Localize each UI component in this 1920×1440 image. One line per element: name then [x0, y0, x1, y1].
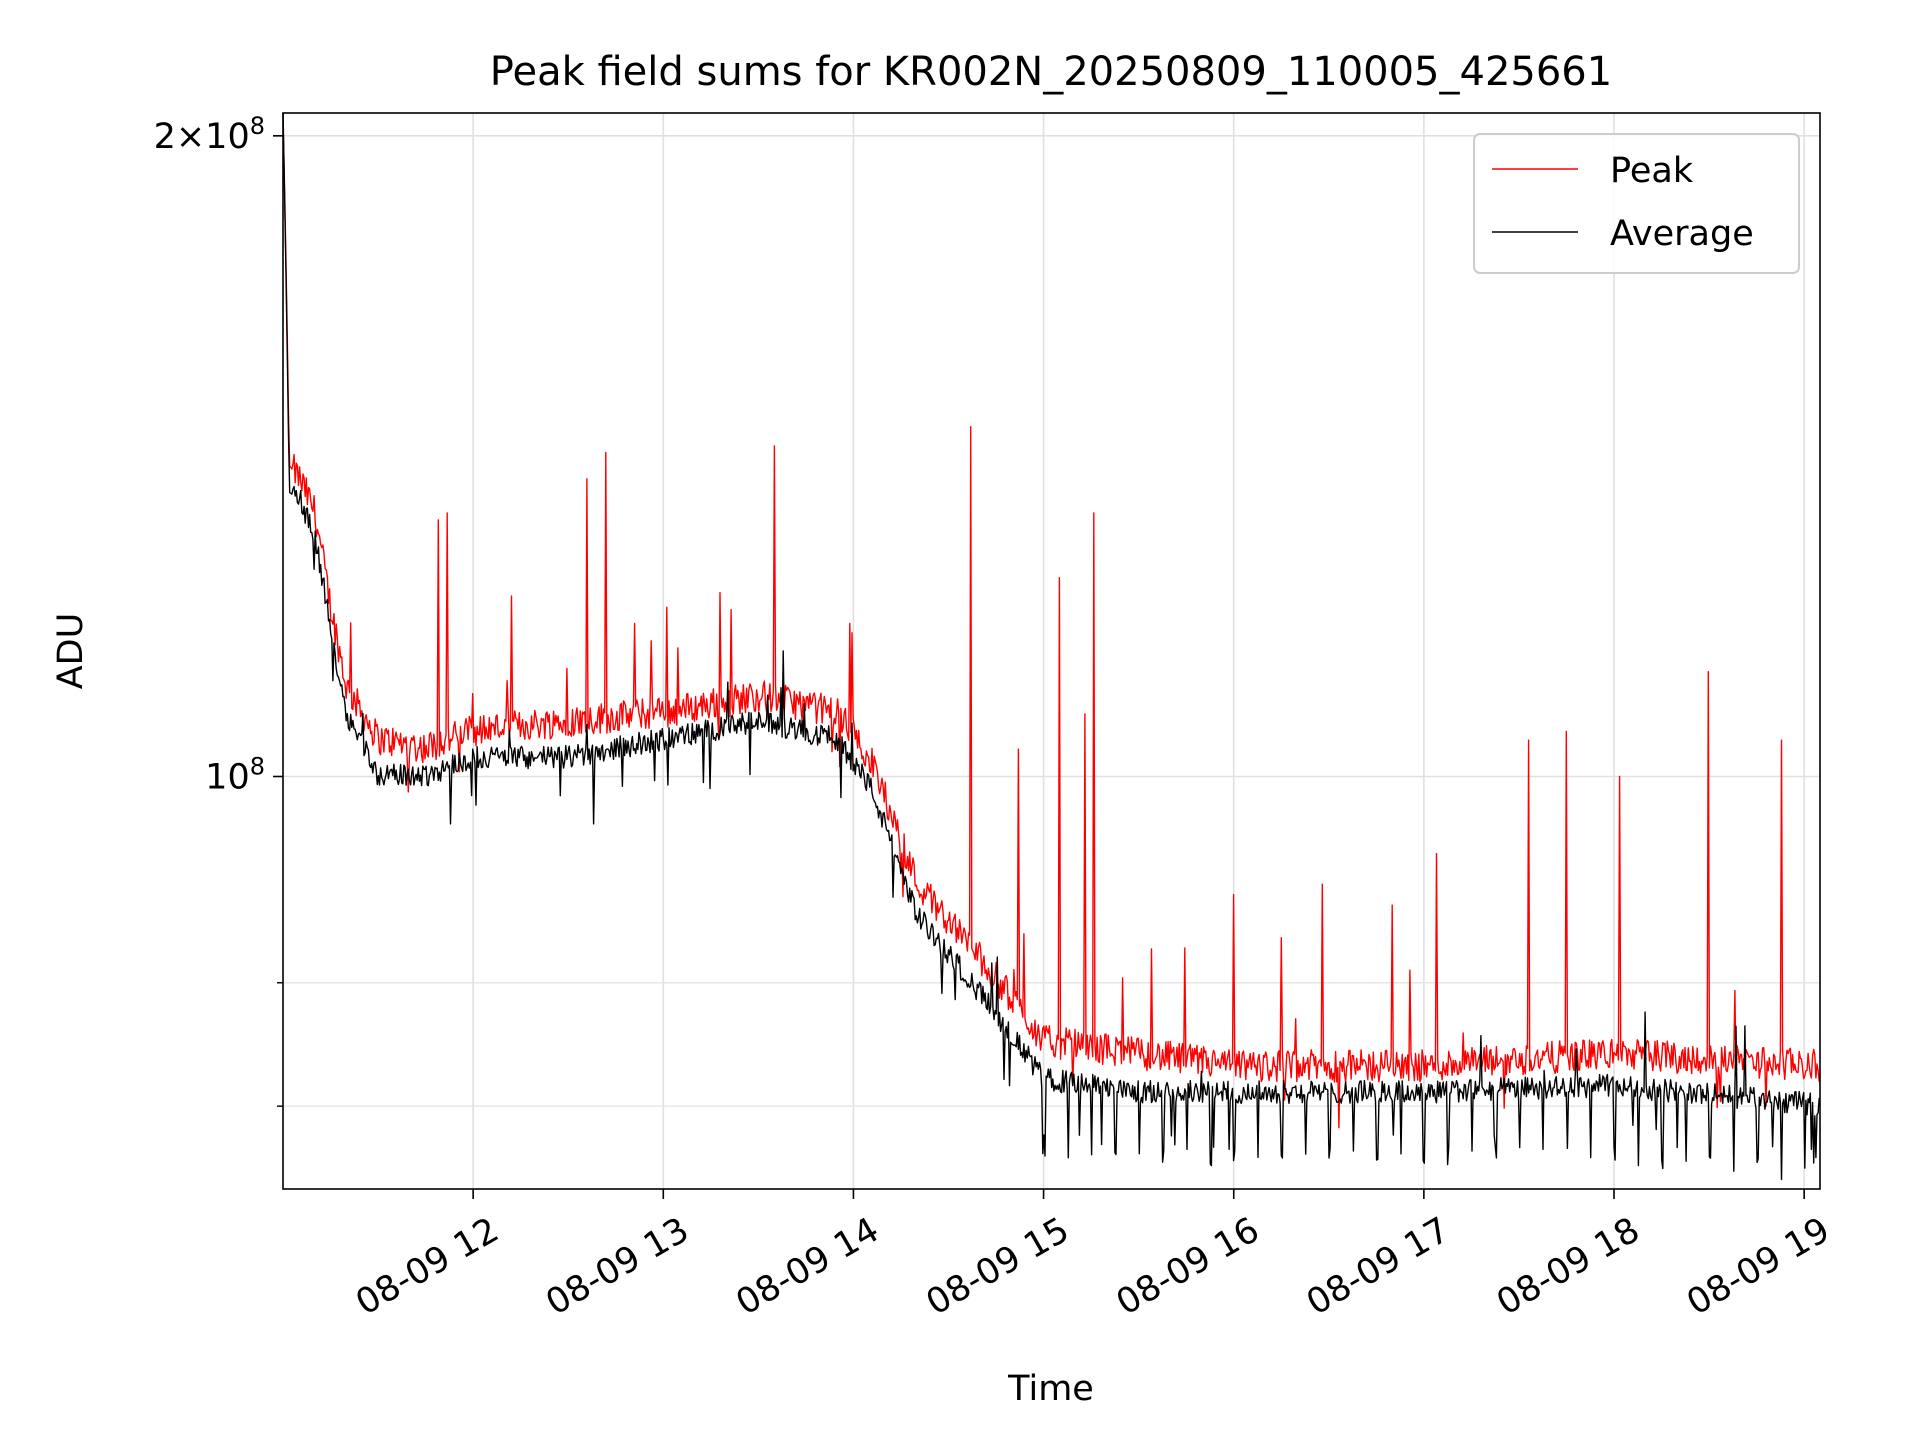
series-peak	[282, 112, 1820, 1129]
y-axis-ticks: 108 2×108	[154, 112, 283, 1107]
y-tick-label: 2×108	[154, 112, 265, 157]
legend-average-label: Average	[1610, 214, 1754, 254]
series-average	[282, 112, 1820, 1181]
y-tick-label: 108	[205, 752, 265, 797]
peak-line	[282, 112, 1820, 1129]
chart-title: Peak field sums for KR002N_20250809_1100…	[490, 49, 1612, 95]
legend-peak-label: Peak	[1610, 151, 1694, 191]
average-line	[282, 112, 1820, 1181]
plot-frame	[282, 112, 1821, 1190]
legend: Peak Average	[1473, 133, 1800, 274]
x-axis-label: Time	[1007, 1369, 1094, 1409]
y-axis-label: ADU	[51, 613, 91, 690]
